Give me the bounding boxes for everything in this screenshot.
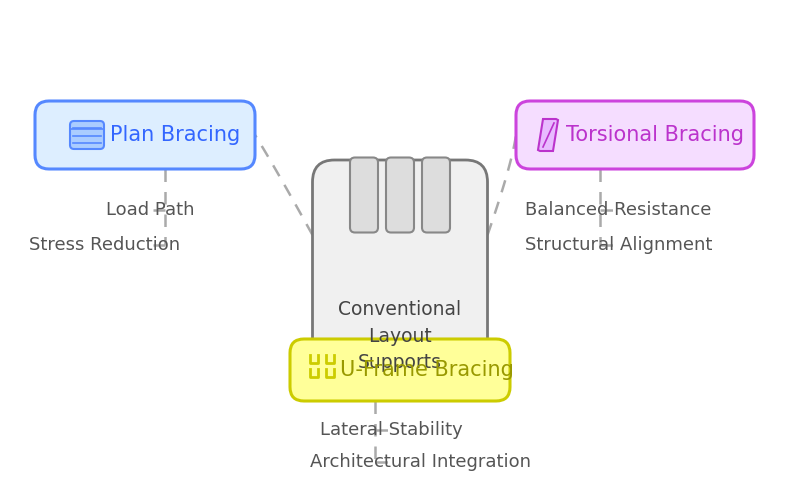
FancyBboxPatch shape (350, 158, 378, 232)
Text: Torsional Bracing: Torsional Bracing (566, 125, 744, 145)
Polygon shape (538, 119, 558, 151)
Text: Structural Alignment: Structural Alignment (525, 236, 712, 254)
FancyBboxPatch shape (313, 160, 487, 370)
Text: Stress Reduction: Stress Reduction (29, 236, 180, 254)
Text: Balanced Resistance: Balanced Resistance (525, 201, 711, 219)
Text: U-Frame Bracing: U-Frame Bracing (340, 360, 514, 380)
Text: Lateral Stability: Lateral Stability (320, 421, 462, 439)
FancyBboxPatch shape (290, 339, 510, 401)
Text: Load Path: Load Path (106, 201, 195, 219)
Text: Conventional
Layout
Supports: Conventional Layout Supports (338, 300, 462, 372)
FancyBboxPatch shape (386, 158, 414, 232)
FancyBboxPatch shape (422, 158, 450, 232)
FancyBboxPatch shape (70, 121, 104, 149)
FancyBboxPatch shape (516, 101, 754, 169)
FancyBboxPatch shape (35, 101, 255, 169)
Text: Plan Bracing: Plan Bracing (110, 125, 240, 145)
Text: Architectural Integration: Architectural Integration (310, 453, 531, 471)
